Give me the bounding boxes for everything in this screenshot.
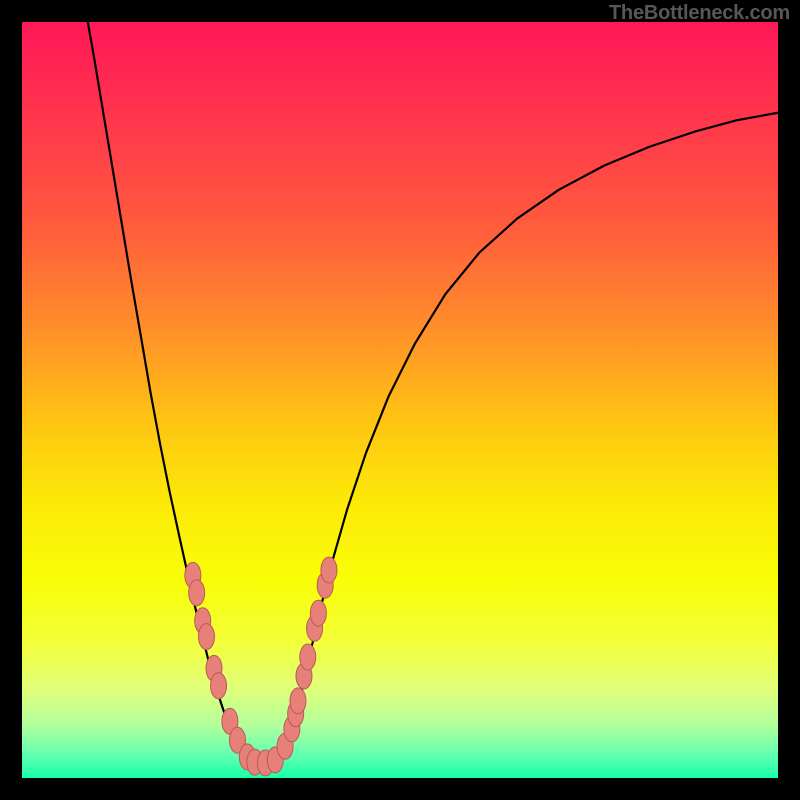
- plot-svg: [22, 22, 778, 778]
- plot-area: [22, 22, 778, 778]
- chart-frame: TheBottleneck.com: [0, 0, 800, 800]
- data-marker: [300, 644, 316, 670]
- data-marker: [198, 624, 214, 650]
- data-marker: [211, 673, 227, 699]
- gradient-background: [22, 22, 778, 778]
- data-marker: [321, 557, 337, 583]
- data-marker: [310, 600, 326, 626]
- data-marker: [290, 688, 306, 714]
- data-marker: [189, 580, 205, 606]
